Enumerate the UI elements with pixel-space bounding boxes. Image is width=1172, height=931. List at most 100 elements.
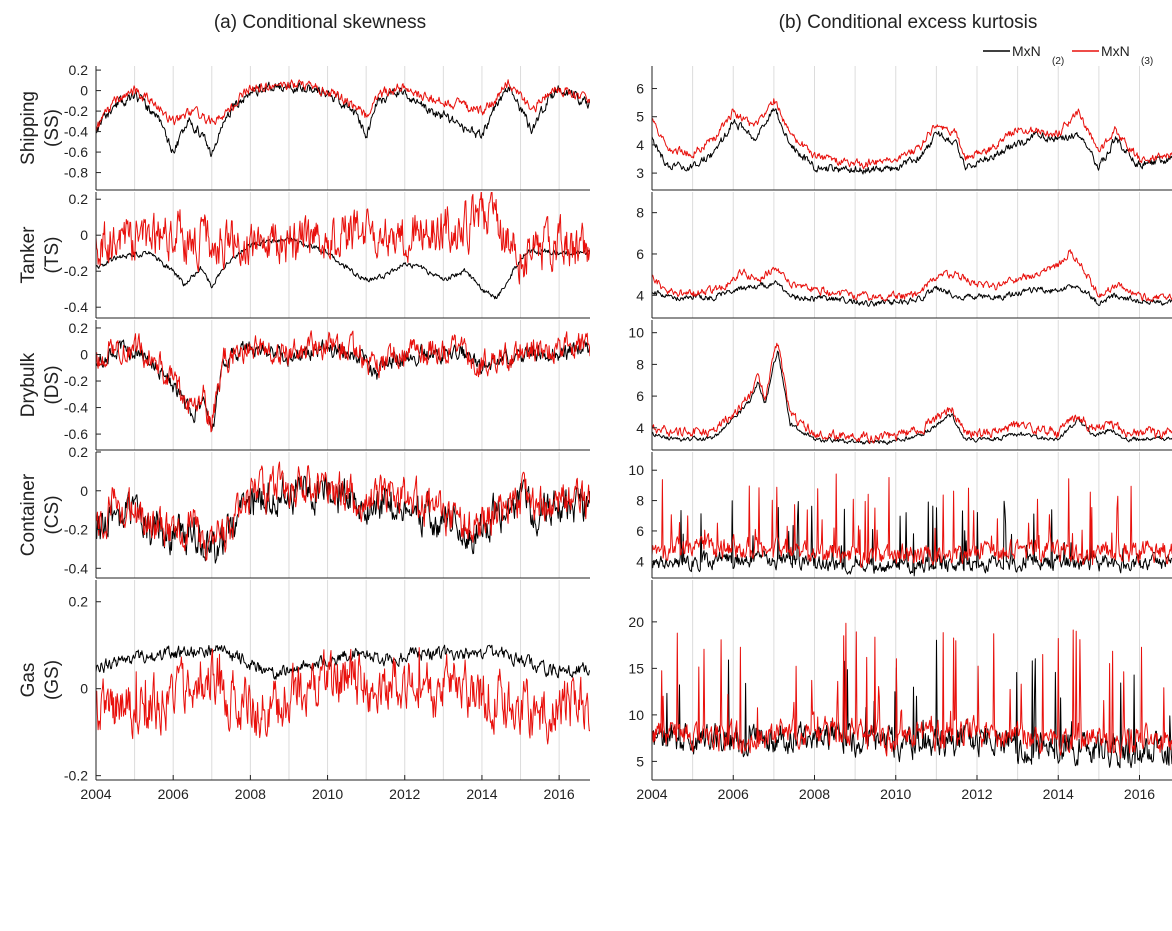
x-tick-label: 2016 xyxy=(544,786,575,802)
row-code: (DS) xyxy=(42,365,63,404)
series-line-mxn2 xyxy=(652,639,1172,769)
y-tick-label: 15 xyxy=(628,660,644,676)
y-tick-label: -0.2 xyxy=(64,263,88,279)
skewness-column-title: (a) Conditional skewness xyxy=(214,12,426,33)
y-tick-label: 0 xyxy=(80,681,88,697)
series-line-mxn2 xyxy=(652,350,1172,445)
y-tick-label: -0.2 xyxy=(64,522,88,538)
row-code: (GS) xyxy=(42,660,63,700)
y-tick-label: -0.4 xyxy=(64,560,88,576)
series-line-mxn3 xyxy=(652,342,1172,444)
y-tick-label: -0.4 xyxy=(64,124,88,140)
series-line-mxn3 xyxy=(652,473,1172,568)
panel-shipping-kurt: 6 5 4 3 xyxy=(636,66,1172,191)
x-tick-label: 2010 xyxy=(312,786,343,802)
y-tick-label: 0 xyxy=(80,83,88,99)
series-line-mxn2 xyxy=(96,81,590,158)
y-tick-label: -0.6 xyxy=(64,426,88,442)
y-tick-label: 20 xyxy=(628,614,644,630)
y-tick-label: 10 xyxy=(628,325,644,341)
y-tick-label: -0.6 xyxy=(64,144,88,160)
row-code: (CS) xyxy=(42,495,63,534)
row-label: Gas xyxy=(18,663,39,698)
y-tick-label: -0.2 xyxy=(64,768,88,784)
y-tick-label: -0.2 xyxy=(64,103,88,119)
y-tick-label: 6 xyxy=(636,246,644,262)
y-tick-label: 10 xyxy=(628,462,644,478)
y-tick-label: -0.8 xyxy=(64,165,88,181)
panel-drybulk-kurt: 10 8 6 4 xyxy=(628,320,1172,451)
x-tick-label: 2014 xyxy=(1043,786,1074,802)
series-line-mxn2 xyxy=(652,108,1172,175)
y-tick-label: 4 xyxy=(636,420,644,436)
panel-container-kurt: 10 8 6 4 xyxy=(628,452,1172,579)
y-tick-label: -0.4 xyxy=(64,400,88,416)
series-line-mxn2 xyxy=(652,280,1172,307)
series-line-mxn3 xyxy=(652,98,1172,170)
y-tick-label: 6 xyxy=(636,81,644,97)
y-tick-label: 0.2 xyxy=(69,320,89,336)
panel-tanker-kurt: 8 6 4 xyxy=(636,192,1172,319)
y-tick-label: 3 xyxy=(636,165,644,181)
legend-sub-mxn2: (2) xyxy=(1052,56,1064,67)
panel-drybulk-skew: 0.2 0 -0.2 -0.4 -0.6 xyxy=(64,320,590,451)
series-line-mxn2 xyxy=(96,339,590,432)
row-label: Shipping xyxy=(18,91,39,165)
series-line-mxn3 xyxy=(96,647,590,745)
y-tick-label: -0.4 xyxy=(64,299,88,315)
y-tick-label: 10 xyxy=(628,707,644,723)
y-tick-label: 4 xyxy=(636,287,644,303)
legend-sub-mxn3: (3) xyxy=(1141,56,1153,67)
y-tick-label: 0 xyxy=(80,346,88,362)
row-label: Tanker xyxy=(18,226,39,284)
panel-gas-kurt: 20 15 10 5 xyxy=(628,580,1172,781)
series-line-mxn2 xyxy=(652,500,1172,577)
x-tick-label: 2008 xyxy=(235,786,266,802)
y-tick-label: 5 xyxy=(636,753,644,769)
x-tick-label: 2016 xyxy=(1124,786,1155,802)
row-code: (SS) xyxy=(42,109,63,147)
panel-container-skew: 0.2 0 -0.2 -0.4 xyxy=(64,444,590,579)
panel-tanker-skew: 0.2 0 -0.2 -0.4 xyxy=(64,191,590,319)
row-label: Drybulk xyxy=(18,352,39,417)
x-tick-label: 2004 xyxy=(80,786,111,802)
legend-label-mxn2: MxN xyxy=(1012,43,1041,59)
x-tick-label: 2014 xyxy=(466,786,497,802)
row-label: Container xyxy=(18,473,39,556)
series-line-mxn3 xyxy=(652,249,1172,302)
y-tick-label: 0.2 xyxy=(69,62,89,78)
kurtosis-column-title: (b) Conditional excess kurtosis xyxy=(779,12,1038,33)
y-tick-label: 4 xyxy=(636,553,644,569)
y-tick-label: 0.2 xyxy=(69,594,89,610)
y-tick-label: 6 xyxy=(636,388,644,404)
y-tick-label: 0.2 xyxy=(69,444,89,460)
x-tick-label: 2006 xyxy=(718,786,749,802)
panel-shipping-skew: 0.2 0 -0.2 -0.4 -0.6 -0.8 xyxy=(64,62,590,191)
legend: MxN (2) MxN (3) xyxy=(983,43,1153,67)
x-tick-label: 2008 xyxy=(799,786,830,802)
y-tick-label: 8 xyxy=(636,205,644,221)
series-line-mxn3 xyxy=(96,192,590,285)
row-code: (TS) xyxy=(42,237,63,274)
x-tick-label: 2012 xyxy=(961,786,992,802)
y-tick-label: 6 xyxy=(636,523,644,539)
legend-label-mxn3: MxN xyxy=(1101,43,1130,59)
y-tick-label: 5 xyxy=(636,109,644,125)
x-tick-label: 2004 xyxy=(636,786,667,802)
x-tick-label: 2012 xyxy=(389,786,420,802)
x-tick-label: 2010 xyxy=(880,786,911,802)
series-line-mxn3 xyxy=(96,461,590,561)
y-tick-label: 8 xyxy=(636,493,644,509)
panel-gas-skew: 0.2 0 -0.2 xyxy=(64,580,590,784)
y-tick-label: 4 xyxy=(636,137,644,153)
y-tick-label: -0.2 xyxy=(64,373,88,389)
y-tick-label: 0 xyxy=(80,227,88,243)
y-tick-label: 0 xyxy=(80,483,88,499)
series-line-mxn3 xyxy=(96,330,590,433)
y-tick-label: 8 xyxy=(636,356,644,372)
series-line-mxn2 xyxy=(96,236,590,300)
series-line-mxn3 xyxy=(652,622,1172,759)
series-line-mxn2 xyxy=(96,644,590,680)
